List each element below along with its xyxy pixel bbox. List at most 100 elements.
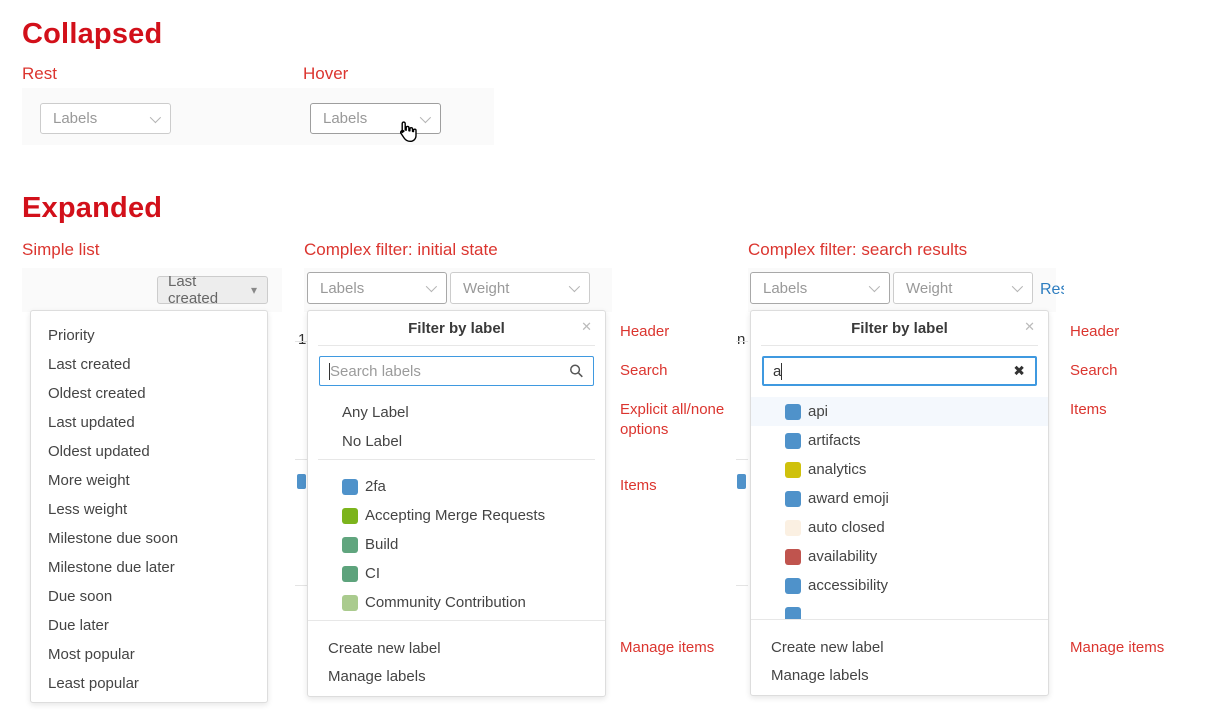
search-icon: [570, 364, 583, 378]
labels-filter-button[interactable]: Labels: [307, 272, 447, 304]
annotation-items: Items: [620, 477, 657, 494]
label-filter-dropdown-initial: Filter by label ✕ Search labels Any Labe…: [307, 310, 606, 697]
sort-dropdown-button[interactable]: Last created ▾: [157, 273, 268, 307]
any-label-option[interactable]: Any Label: [342, 404, 409, 421]
annotation-header: Header: [1070, 323, 1120, 340]
background-text-fragment: n: [737, 331, 746, 348]
rest-state-label: Rest: [22, 64, 57, 83]
sort-option[interactable]: Most popular: [48, 646, 135, 663]
create-new-label-button[interactable]: Create new label: [771, 638, 884, 656]
label-option[interactable]: auto closed: [751, 513, 1048, 542]
label-option-text: Build: [365, 536, 399, 553]
label-option-text: Community Contribution: [365, 594, 526, 611]
label-color-chip: [342, 565, 358, 582]
label-option[interactable]: analytics: [751, 455, 1048, 484]
sort-option[interactable]: Last updated: [48, 414, 135, 431]
label-option[interactable]: Community Contribution: [308, 588, 605, 617]
chevron-down-icon: [425, 280, 438, 293]
sort-option[interactable]: Last created: [48, 356, 131, 373]
label-search-input[interactable]: Search labels: [319, 356, 594, 386]
sort-option[interactable]: Milestone due later: [48, 559, 175, 576]
sort-option[interactable]: More weight: [48, 472, 130, 489]
reset-link[interactable]: Res: [1040, 281, 1064, 298]
chevron-down-icon: [1011, 280, 1024, 293]
annotation-search: Search: [1070, 362, 1118, 379]
label-option-text: analytics: [808, 461, 867, 478]
search-value-text: a: [773, 362, 782, 380]
header-divider: [761, 345, 1038, 346]
label-option[interactable]: artifacts: [751, 426, 1048, 455]
complex-search-label: Complex filter: search results: [748, 240, 968, 259]
label-option-text: accessibility: [808, 577, 889, 594]
label-option[interactable]: award emoji: [751, 484, 1048, 513]
label-option[interactable]: availability: [751, 542, 1048, 571]
chevron-down-icon: [568, 280, 581, 293]
label-color-chip: [785, 432, 801, 449]
label-color-chip: [342, 536, 358, 553]
all-none-section: Any Label No Label: [308, 396, 605, 459]
background-divider-fragment: [736, 585, 748, 586]
sort-option[interactable]: Due later: [48, 617, 109, 634]
label-option[interactable]: Build: [308, 530, 605, 559]
collapsed-heading: Collapsed: [22, 18, 163, 50]
background-divider-fragment: [736, 459, 748, 460]
footer-divider: [751, 619, 1048, 620]
sort-option[interactable]: Milestone due soon: [48, 530, 179, 547]
sort-option[interactable]: Less weight: [48, 501, 128, 518]
label-option-text: 2fa: [365, 478, 386, 495]
no-label-option[interactable]: No Label: [342, 433, 403, 450]
label-search-input-filled[interactable]: a ✖: [762, 356, 1037, 386]
label-option[interactable]: Accepting Merge Requests: [308, 501, 605, 530]
label-color-chip: [785, 519, 801, 536]
section-divider: [318, 459, 595, 460]
create-new-label-button[interactable]: Create new label: [328, 639, 441, 657]
simple-list-label: Simple list: [22, 240, 100, 259]
label-filter-dropdown-search: Filter by label ✕ a ✖ api artifacts anal…: [750, 310, 1049, 696]
sort-option[interactable]: Priority: [48, 327, 95, 344]
label-option-highlighted[interactable]: api: [751, 397, 1048, 426]
background-chip-fragment: [297, 474, 306, 489]
sort-option[interactable]: Least popular: [48, 675, 139, 692]
clear-search-icon[interactable]: ✖: [1013, 362, 1025, 379]
manage-labels-button[interactable]: Manage labels: [328, 667, 426, 685]
label-option-text: auto closed: [808, 519, 885, 536]
close-icon[interactable]: ✕: [1024, 319, 1035, 334]
label-option[interactable]: CI: [308, 559, 605, 588]
annotation-search: Search: [620, 362, 668, 379]
label-option-text: api: [808, 403, 829, 420]
background-divider-fragment: [295, 585, 307, 586]
label-color-chip: [785, 606, 801, 619]
background-text-fragment: 1: [298, 331, 307, 348]
weight-filter-button-2[interactable]: Weight: [893, 272, 1033, 304]
labels-filter-text: Labels: [763, 279, 808, 297]
annotation-items: Items: [1070, 401, 1107, 418]
chevron-down-icon: [419, 111, 432, 123]
label-color-chip: [342, 478, 358, 495]
label-option-clipped[interactable]: [751, 600, 1048, 619]
manage-section: Create new label Manage labels: [751, 620, 1048, 695]
expanded-heading: Expanded: [22, 192, 163, 224]
labels-filter-button-2[interactable]: Labels: [750, 272, 890, 304]
label-option-text: award emoji: [808, 490, 889, 507]
weight-filter-button[interactable]: Weight: [450, 272, 590, 304]
sort-option[interactable]: Due soon: [48, 588, 113, 605]
search-results-list: api artifacts analytics award emoji auto…: [751, 396, 1048, 619]
search-placeholder-text: Search labels: [330, 362, 421, 380]
label-color-chip: [342, 507, 358, 524]
labels-dropdown-hover[interactable]: Labels: [310, 103, 441, 134]
chevron-down-icon: [149, 111, 162, 123]
label-color-chip: [785, 548, 801, 565]
labels-dropdown-rest[interactable]: Labels: [40, 103, 171, 134]
labels-dropdown-rest-text: Labels: [53, 110, 98, 127]
label-option[interactable]: accessibility: [751, 571, 1048, 600]
label-option-text: Accepting Merge Requests: [365, 507, 546, 524]
annotation-header: Header: [620, 323, 670, 340]
footer-divider: [308, 620, 605, 621]
label-option[interactable]: 2fa: [308, 472, 605, 501]
close-icon[interactable]: ✕: [581, 319, 592, 334]
manage-labels-button[interactable]: Manage labels: [771, 666, 869, 684]
sort-option[interactable]: Oldest created: [48, 385, 146, 402]
label-option-text: availability: [808, 548, 878, 565]
sort-option[interactable]: Oldest updated: [48, 443, 150, 460]
